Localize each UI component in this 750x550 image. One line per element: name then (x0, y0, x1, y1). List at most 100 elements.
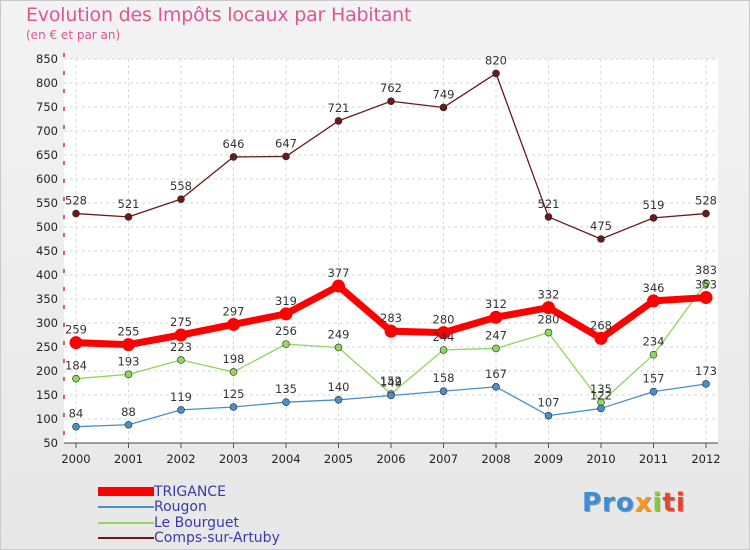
legend-label-rougon: Rougon (154, 499, 207, 516)
data-point-trigance (332, 279, 345, 293)
data-label-trigance: 280 (433, 313, 455, 327)
data-point-le-bourguet (229, 368, 238, 376)
data-point-trigance (437, 326, 450, 340)
y-tick-label: 650 (36, 148, 58, 162)
data-point-trigance (174, 328, 188, 342)
data-point-comps (282, 152, 290, 161)
data-label-trigance: 255 (118, 325, 140, 339)
data-label-rougon: 88 (121, 405, 136, 419)
data-label-trigance: 332 (538, 288, 560, 302)
data-label-le-bourguet: 184 (65, 359, 87, 373)
legend-item-rougon: Rougon (98, 499, 280, 516)
y-tick-label: 250 (36, 340, 58, 354)
legend-item-trigance: TRIGANCE (98, 484, 280, 500)
data-label-le-bourguet: 135 (590, 382, 612, 396)
data-label-trigance: 319 (275, 294, 297, 308)
x-tick-label: 2005 (324, 452, 353, 466)
data-point-comps (387, 97, 395, 106)
data-label-rougon: 157 (643, 372, 665, 386)
x-tick-label: 2001 (114, 452, 143, 466)
data-point-rougon (439, 387, 448, 395)
data-point-trigance (699, 291, 713, 305)
data-point-trigance (384, 324, 398, 338)
data-point-le-bourguet (702, 279, 710, 287)
data-label-comps: 721 (328, 101, 350, 115)
data-point-le-bourguet (439, 346, 448, 354)
data-label-rougon: 107 (538, 396, 560, 410)
data-label-trigance: 312 (485, 297, 507, 311)
y-tick-label: 300 (36, 316, 58, 330)
data-point-rougon (387, 391, 395, 400)
data-label-comps: 558 (170, 179, 192, 193)
data-label-rougon: 158 (433, 371, 455, 385)
data-point-le-bourguet (124, 370, 133, 379)
y-tick-label: 450 (36, 244, 58, 258)
data-label-comps: 528 (65, 194, 87, 208)
data-label-le-bourguet: 234 (643, 335, 665, 349)
data-label-le-bourguet: 198 (223, 352, 245, 366)
x-tick-label: 2002 (166, 452, 195, 466)
data-label-rougon: 149 (380, 375, 402, 389)
data-label-trigance: 377 (328, 266, 350, 280)
y-tick-label: 150 (36, 388, 58, 402)
legend-item-comps: Comps-sur-Artuby (98, 530, 280, 546)
data-label-le-bourguet: 152 (380, 374, 402, 388)
data-label-comps: 519 (643, 198, 665, 212)
data-point-comps (72, 209, 80, 218)
data-label-rougon: 140 (328, 380, 350, 394)
y-tick-label: 50 (43, 436, 58, 450)
legend-swatch-comps (98, 537, 154, 540)
data-point-le-bourguet (72, 374, 80, 383)
x-tick-label: 2000 (61, 452, 90, 466)
data-point-trigance (542, 301, 555, 315)
data-label-comps: 820 (485, 53, 507, 67)
legend-item-le-bourguet: Le Bourguet (98, 515, 280, 531)
y-tick-label: 550 (36, 196, 58, 210)
y-tick-label: 850 (36, 52, 58, 66)
data-label-comps: 521 (118, 197, 140, 211)
legend-swatch-rougon (98, 506, 154, 509)
data-point-rougon (649, 387, 658, 396)
data-label-le-bourguet: 383 (695, 263, 717, 277)
data-point-rougon (597, 404, 605, 413)
legend-swatch-trigance (98, 487, 154, 497)
y-tick-label: 500 (36, 220, 58, 234)
y-tick-label: 600 (36, 172, 58, 186)
data-point-rougon (177, 406, 185, 414)
y-tick-label: 400 (36, 268, 58, 282)
data-point-trigance (279, 307, 293, 321)
data-label-rougon: 122 (590, 388, 612, 402)
data-point-le-bourguet (492, 344, 500, 353)
data-point-trigance (489, 310, 503, 324)
data-point-comps (439, 103, 448, 112)
data-label-le-bourguet: 280 (538, 313, 560, 327)
data-point-trigance (227, 317, 240, 331)
data-point-le-bourguet (282, 340, 290, 348)
data-point-le-bourguet (334, 343, 343, 352)
data-label-comps: 647 (275, 136, 297, 150)
data-label-rougon: 173 (695, 364, 717, 378)
data-point-comps (597, 235, 605, 243)
data-point-comps (649, 214, 658, 222)
data-point-comps (334, 117, 343, 125)
data-point-rougon (229, 403, 238, 411)
data-point-rougon (702, 380, 710, 388)
data-point-trigance (594, 331, 608, 345)
legend-swatch-le-bourguet (98, 521, 154, 524)
data-label-comps: 762 (380, 81, 402, 95)
data-label-rougon: 119 (170, 390, 192, 404)
data-label-trigance: 259 (65, 323, 87, 337)
data-point-rougon (334, 395, 343, 404)
y-tick-label: 200 (36, 364, 58, 378)
legend: TRIGANCE Rougon Le Bourguet Comps-sur-Ar… (98, 484, 280, 546)
data-label-le-bourguet: 223 (170, 340, 192, 354)
legend-label-trigance: TRIGANCE (154, 483, 226, 500)
data-label-le-bourguet: 244 (433, 330, 455, 344)
data-point-comps (544, 213, 553, 221)
data-point-trigance (647, 294, 660, 308)
legend-label-le-bourguet: Le Bourguet (154, 514, 240, 531)
data-point-comps (229, 153, 238, 161)
y-tick-label: 350 (36, 292, 58, 306)
data-label-le-bourguet: 249 (328, 327, 350, 341)
